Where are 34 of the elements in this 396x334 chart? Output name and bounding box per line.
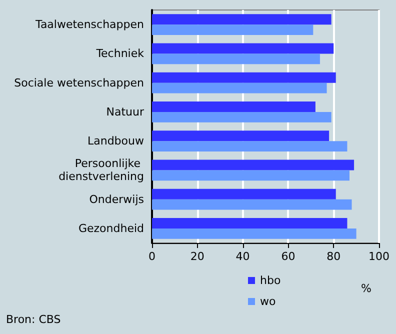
y-tick-label: Landbouw bbox=[87, 134, 144, 148]
x-tick-label: 100 bbox=[368, 250, 390, 263]
bar bbox=[152, 218, 348, 228]
bar bbox=[152, 24, 314, 36]
y-tick-label: Gezondheid bbox=[78, 222, 144, 235]
bar bbox=[152, 188, 336, 200]
bar bbox=[152, 82, 327, 94]
legend-label: wo bbox=[260, 295, 276, 308]
bar bbox=[152, 160, 354, 170]
x-tick-label: 40 bbox=[236, 250, 250, 263]
y-tick-label: Natuur bbox=[106, 105, 144, 118]
x-tick-label: 0 bbox=[148, 250, 156, 263]
bar bbox=[152, 14, 332, 25]
x-tick-label: 20 bbox=[190, 250, 204, 263]
bar bbox=[152, 199, 352, 210]
bar bbox=[152, 72, 336, 83]
bar bbox=[152, 170, 350, 181]
legend-label: hbo bbox=[260, 274, 281, 287]
bar bbox=[152, 228, 356, 239]
y-tick-label: Taalwetenschappen bbox=[34, 18, 144, 32]
bar bbox=[152, 130, 330, 142]
x-tick-label: 80 bbox=[326, 250, 341, 263]
y-tick-label: Persoonlijke dienstverlening bbox=[58, 157, 144, 184]
y-tick-label: Onderwijs bbox=[89, 192, 144, 206]
y-tick-label: Sociale wetenschappen bbox=[14, 76, 144, 90]
text: Bron: CBS bbox=[6, 313, 61, 326]
bar bbox=[152, 54, 320, 64]
bar bbox=[152, 43, 334, 54]
y-tick-label: Techniek bbox=[95, 47, 145, 60]
bar bbox=[152, 101, 316, 112]
bar bbox=[152, 141, 348, 152]
bar bbox=[152, 112, 332, 122]
x-axis-title: % bbox=[361, 282, 372, 295]
x-tick-label: 60 bbox=[281, 250, 296, 263]
